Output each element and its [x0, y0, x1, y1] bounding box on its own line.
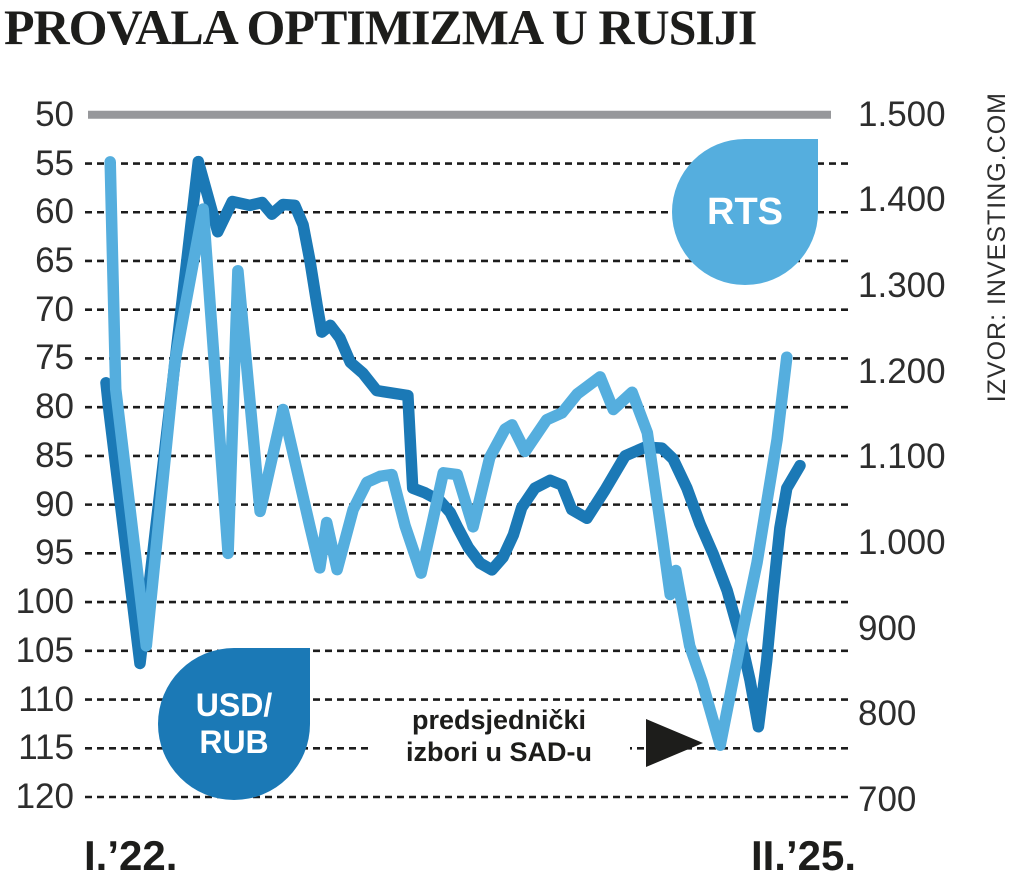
- left-tick-100: 100: [15, 582, 74, 622]
- source-credit: IZVOR: INVESTING.COM: [983, 92, 1011, 403]
- right-triangle-icon: [646, 719, 703, 767]
- right-tick-1.100: 1.100: [858, 437, 946, 477]
- left-tick-110: 110: [18, 679, 74, 719]
- left-tick-85: 85: [35, 435, 74, 475]
- right-tick-800: 800: [858, 694, 917, 734]
- right-tick-700: 700: [858, 780, 917, 820]
- rts-legend-badge: RTS: [672, 139, 818, 285]
- x-axis-start-label: I.’22.: [84, 832, 178, 878]
- usdrub-label-line2: RUB: [199, 724, 269, 760]
- usdrub-label-line1: USD/: [195, 687, 273, 723]
- left-tick-120: 120: [15, 776, 74, 816]
- x-axis-end-label: II.’25.: [750, 832, 856, 878]
- right-tick-1.200: 1.200: [858, 351, 946, 391]
- left-tick-65: 65: [35, 240, 74, 280]
- left-tick-105: 105: [15, 630, 74, 670]
- left-tick-80: 80: [35, 387, 74, 427]
- left-tick-60: 60: [35, 192, 74, 232]
- left-tick-50: 50: [35, 94, 74, 134]
- right-tick-1.300: 1.300: [858, 266, 946, 306]
- left-tick-115: 115: [18, 728, 74, 768]
- usdrub-line: [100, 155, 806, 733]
- annotation-line2: izbori u SAD-u: [406, 737, 592, 767]
- series-lines: [100, 155, 806, 751]
- left-tick-90: 90: [35, 484, 74, 524]
- usdrub-legend-badge: USD/ RUB: [158, 648, 310, 800]
- annotation-line1: predsjednički: [411, 705, 587, 735]
- right-tick-1.400: 1.400: [858, 180, 946, 220]
- left-tick-55: 55: [35, 143, 74, 183]
- right-tick-900: 900: [858, 608, 917, 648]
- left-tick-70: 70: [35, 289, 74, 329]
- right-tick-1.500: 1.500: [858, 94, 946, 134]
- left-tick-95: 95: [35, 533, 74, 573]
- page-title: PROVALA OPTIMIZMA U RUSIJI: [4, 0, 804, 54]
- right-tick-1.000: 1.000: [858, 523, 946, 563]
- annotation-text: predsjednički izbori u SAD-u: [368, 704, 630, 768]
- left-tick-75: 75: [35, 338, 74, 378]
- rts-line: [104, 156, 793, 751]
- rts-label: RTS: [707, 190, 783, 233]
- chart-title: PROVALA OPTIMIZMA U RUSIJI: [4, 0, 757, 55]
